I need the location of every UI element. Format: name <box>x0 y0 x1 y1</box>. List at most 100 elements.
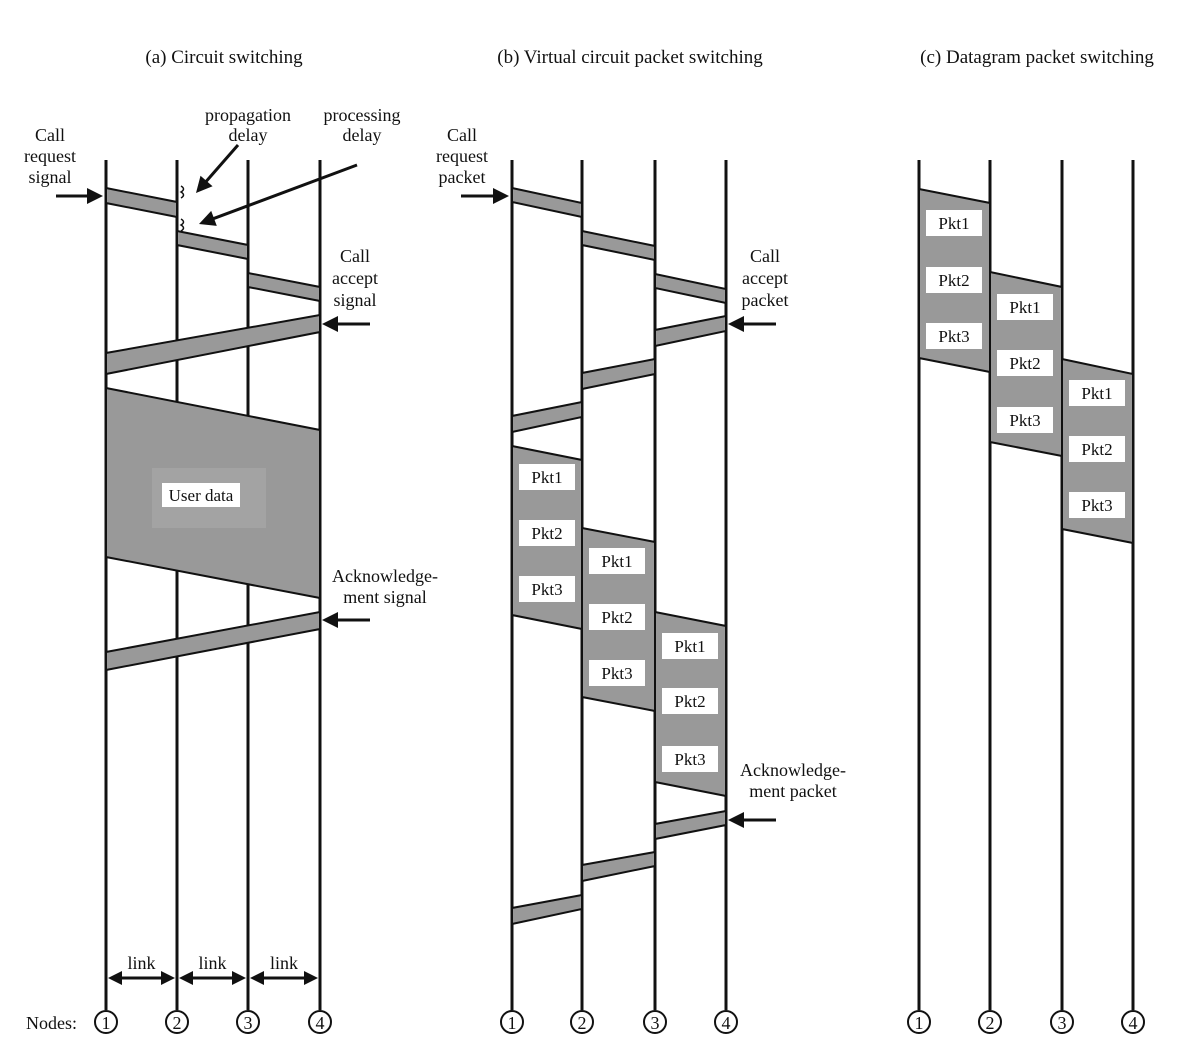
panel-a-user-data-label: User data <box>169 486 234 505</box>
panel-c-node-1-number: 1 <box>915 1013 924 1033</box>
panel-b-ack-hop-3 <box>511 893 583 926</box>
panel-a-node-3-number: 3 <box>244 1013 253 1033</box>
panel-c-hop-1-pkt2-label: Pkt2 <box>938 271 969 290</box>
panel-c-hop-2-pkt1-label-bg <box>997 294 1053 320</box>
panel-b-hop-1-pkt3-label-bg <box>519 576 575 602</box>
panel-b-node-2-circle <box>570 1010 594 1034</box>
panel-a-node-1-circle <box>94 1010 118 1034</box>
panel-b-call-accept-hop-3 <box>511 400 583 434</box>
panel-a-node-3-circle <box>236 1010 260 1034</box>
panel-a-processing-arrow <box>209 163 358 222</box>
panel-b-hop-1-pkt3-label: Pkt3 <box>531 580 562 599</box>
panel-a-call-accept-label-line-1: Call <box>340 246 370 266</box>
panel-c-hop-3-pkt2-label-bg <box>1069 436 1125 462</box>
panel-c-hop-1-pkt1-label-bg <box>926 210 982 236</box>
panel-a-ack-arrow-head <box>322 612 338 628</box>
panel-b-call-request-hop-3 <box>654 272 727 305</box>
panel-b-call-accept-label-line-1: Call <box>750 246 780 266</box>
panel-b-hop-2-pkt1-label-bg <box>589 548 645 574</box>
panel-a-title: (a) Circuit switching <box>145 47 303 68</box>
panel-b-node-2-number: 2 <box>578 1013 587 1033</box>
panel-a-call-request-hop-3 <box>247 271 321 303</box>
panel-a-propagation-arrow <box>202 144 240 185</box>
panel-b-node-3-circle <box>643 1010 667 1034</box>
panel-b-call-accept-label-line-2: accept <box>742 268 788 288</box>
panel-c-node-3-circle <box>1050 1010 1074 1034</box>
panel-a-call-request-label-line-3: signal <box>29 167 72 187</box>
panel-a-call-request-hop-1 <box>105 186 178 219</box>
panel-b-hop-3-pkt1-label: Pkt1 <box>674 637 705 656</box>
panel-b-hop-3-pkt3-label: Pkt3 <box>674 750 705 769</box>
panel-c-hop-1-pkt1-label: Pkt1 <box>938 214 969 233</box>
panel-b-node-1-circle <box>500 1010 524 1034</box>
panel-c-hop-3-pkt3-label: Pkt3 <box>1081 496 1112 515</box>
panel-b-node-1-number: 1 <box>508 1013 517 1033</box>
panel-a-ack-band <box>105 610 321 672</box>
panel-a-call-request-label-line-1: Call <box>35 125 65 145</box>
panel-c-hop-3-pkt1-label: Pkt1 <box>1081 384 1112 403</box>
panel-b-call-accept-hop-1 <box>654 314 727 348</box>
panel-c-hop-2-pkt2-label: Pkt2 <box>1009 354 1040 373</box>
panel-a-propagation-delay-label-line-1: propagation <box>205 105 291 125</box>
panel-a-link-1-label-bg <box>123 955 160 973</box>
panel-c-hop-1-pkt2-label-bg <box>926 267 982 293</box>
panel-b-title: (b) Virtual circuit packet switching <box>497 47 763 68</box>
panel-c-hop-2-pkt3-label-bg <box>997 407 1053 433</box>
panel-a-processing-delay-label-line-1: processing <box>324 105 401 125</box>
panel-a-call-request-label-line-2: request <box>24 146 76 166</box>
panel-c-hop-2-pkt2-label-bg <box>997 350 1053 376</box>
panel-a-node-4-circle <box>308 1010 332 1034</box>
panel-a-propagation-arrow-head <box>196 175 213 193</box>
panel-b-call-accept-hop-2 <box>581 357 656 391</box>
panel-a-node-1-number: 1 <box>102 1013 111 1033</box>
panel-b-hop-3-pkt2-label: Pkt2 <box>674 692 705 711</box>
panel-c-hop-3-pkt1-label-bg <box>1069 380 1125 406</box>
panel-c-hop-3-pkt3-label-bg <box>1069 492 1125 518</box>
panel-a-call-accept-band <box>105 313 321 376</box>
panel-c-node-2-circle <box>978 1010 1002 1034</box>
panel-c-node-1-circle <box>907 1010 931 1034</box>
panel-c-hop-2-pkt1-label: Pkt1 <box>1009 298 1040 317</box>
panel-c-node-2-number: 2 <box>986 1013 995 1033</box>
panel-b-ack-label-line-1: Acknowledge- <box>740 760 846 780</box>
panel-b-hop-3-pkt3-label-bg <box>662 746 718 772</box>
panel-b-ack-label-line-2: ment packet <box>749 781 836 801</box>
panel-b-node-3-number: 3 <box>651 1013 660 1033</box>
panel-c-title: (c) Datagram packet switching <box>920 47 1154 68</box>
panel-b-call-request-arrow-head <box>493 188 509 204</box>
panel-b-hop-2-pkt3-label-bg <box>589 660 645 686</box>
panel-c-node-4-circle <box>1121 1010 1145 1034</box>
panel-b-ack-hop-1 <box>654 809 727 841</box>
panel-b-call-request-hop-1 <box>511 186 583 219</box>
panel-c-hop-2-pkt3-label: Pkt3 <box>1009 411 1040 430</box>
panel-b-node-4-number: 4 <box>722 1013 731 1033</box>
panel-b-hop-2-pkt3-label: Pkt3 <box>601 664 632 683</box>
panel-a-link-1-label: link <box>127 953 155 973</box>
panel-c-hop-1-pkt3-label: Pkt3 <box>938 327 969 346</box>
panel-a-link-1-arrow-head-right <box>161 971 175 985</box>
panel-b-hop-2-pkt1-label: Pkt1 <box>601 552 632 571</box>
panel-a-call-request-arrow-head <box>87 188 103 204</box>
panel-b-hop-3-pkt1-label-bg <box>662 633 718 659</box>
panel-b-call-accept-arrow-head <box>728 316 744 332</box>
panel-b-hop-1-pkt2-label: Pkt2 <box>531 524 562 543</box>
panel-c-node-3-number: 3 <box>1058 1013 1067 1033</box>
panel-a-processing-arrow-head <box>199 210 217 226</box>
panel-a-node-2-circle <box>165 1010 189 1034</box>
panel-a-link-3-arrow-head-left <box>250 971 264 985</box>
panel-b-hop-1-pkt1-label-bg <box>519 464 575 490</box>
panel-a-processing-brace <box>179 218 185 232</box>
panel-a-link-1-arrow-head-left <box>108 971 122 985</box>
panel-a-node-4-number: 4 <box>316 1013 325 1033</box>
panel-a-user-data-label-bg <box>162 483 240 507</box>
panel-b-call-accept-label-line-3: packet <box>742 290 789 310</box>
panel-c-hop-1-pkt3-label-bg <box>926 323 982 349</box>
panel-a-link-2-arrow-head-right <box>232 971 246 985</box>
panel-a-ack-label-line-1: Acknowledge- <box>332 566 438 586</box>
panel-a-propagation-delay-label-line-2: delay <box>229 125 268 145</box>
panel-a-processing-delay-label-line-2: delay <box>343 125 382 145</box>
panel-a-link-2-label: link <box>198 953 226 973</box>
panel-c-node-4-number: 4 <box>1129 1013 1138 1033</box>
panel-b-hop-2-pkt2-label-bg <box>589 604 645 630</box>
